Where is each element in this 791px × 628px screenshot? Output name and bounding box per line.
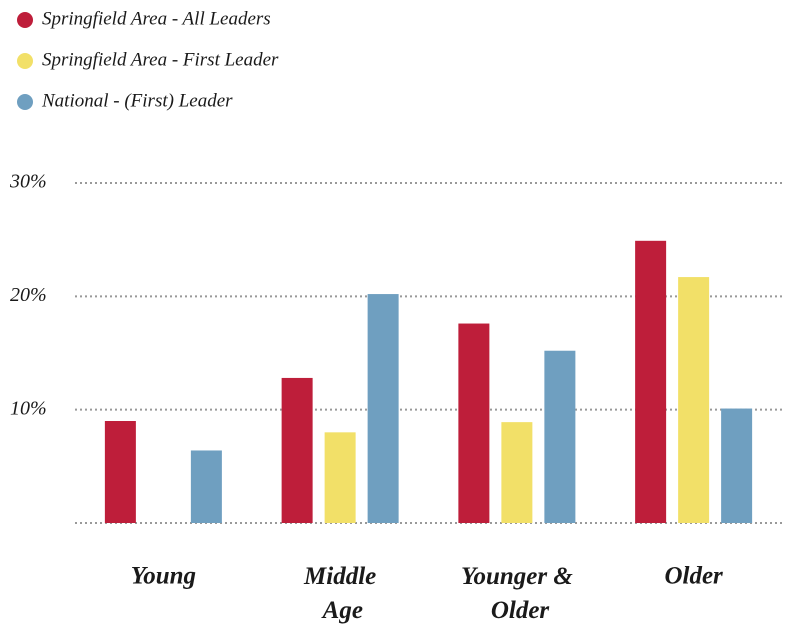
bar [367,294,399,523]
bar [104,421,136,523]
x-tick-label: Middle Age [303,563,376,624]
bar [721,408,753,523]
bar [544,350,576,523]
bar [678,277,710,523]
x-tick-label: Young [131,563,196,590]
bar [458,323,490,523]
y-tick-label: 20% [10,284,47,306]
x-tick-label: Younger & Older [461,563,573,624]
x-tick-label: Older [664,563,723,590]
legend-label: Springfield Area - First Leader [42,49,279,70]
y-tick-label: 30% [9,171,47,193]
legend-marker [17,12,33,28]
bar [501,422,533,523]
bar [281,377,313,523]
legend-marker [17,94,33,110]
legend-marker [17,53,33,69]
legend-label: National - (First) Leader [41,90,233,111]
legend-label: Springfield Area - All Leaders [42,8,271,29]
bar [190,450,222,523]
bar [324,432,356,523]
y-tick-label: 10% [10,397,47,419]
bar [635,240,667,524]
